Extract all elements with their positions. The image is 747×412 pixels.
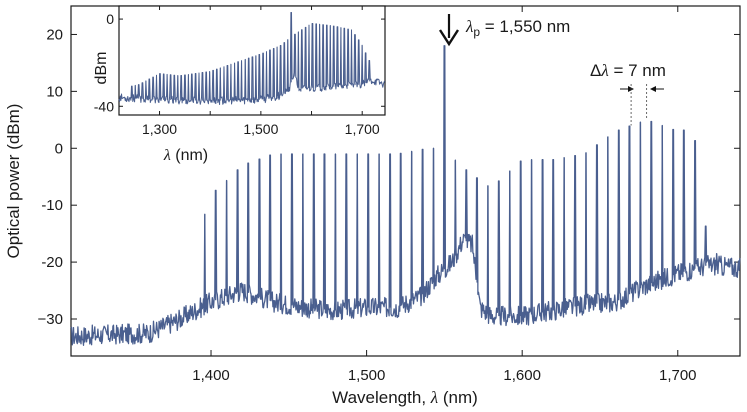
inset-frame [118, 5, 386, 116]
main-y-tick-label: 0 [55, 140, 63, 157]
spacing-annotation: Δλ = 7 nm [590, 61, 666, 126]
main-y-tick-label: 10 [46, 83, 63, 100]
pump-annotation: λp = 1,550 nm [438, 14, 570, 47]
main-axis-ticks: 1,400 1,500 1,600 1,700 20 10 0 -10 -20 −30 [38, 6, 740, 384]
pump-label: λp = 1,550 nm [465, 17, 570, 39]
main-y-tick-label: -20 [41, 254, 63, 271]
main-y-tick-label: 20 [46, 26, 63, 43]
main-x-tick-label: 1,500 [348, 367, 386, 384]
spacing-arrowhead-right [650, 86, 656, 92]
inset-axis-ticks: 1,300 1,500 1,700 0 -40 [94, 6, 385, 137]
x-axis-title: Wavelength, λ (nm) [332, 388, 478, 407]
inset-y-axis-title: dBm [93, 52, 110, 85]
main-x-tick-label: 1,400 [192, 367, 230, 384]
inset-x-tick-label: 1,700 [345, 121, 380, 137]
main-y-tick-label: -10 [41, 197, 63, 214]
inset-chart: 1,300 1,500 1,700 0 -40 λ (nm) dBm [93, 5, 386, 164]
inset-y-tick-label: 0 [106, 11, 114, 27]
inset-series-group [118, 12, 386, 105]
main-series-group [70, 45, 741, 346]
inset-x-tick-label: 1,500 [243, 121, 278, 137]
y-axis-title: Optical power (dBm) [4, 104, 23, 259]
pump-arrow-head [438, 29, 460, 47]
spacing-label: Δλ = 7 nm [590, 61, 666, 80]
main-x-tick-label: 1,600 [503, 367, 541, 384]
main-plot-frame [70, 5, 741, 357]
main-x-tick-label: 1,700 [659, 367, 697, 384]
inset-y-tick-label: -40 [94, 98, 114, 114]
inset-x-tick-label: 1,300 [142, 121, 177, 137]
inset-x-axis-title: λ (nm) [163, 147, 208, 164]
main-spectrum-line [70, 45, 741, 346]
main-y-tick-label: −30 [38, 311, 63, 328]
